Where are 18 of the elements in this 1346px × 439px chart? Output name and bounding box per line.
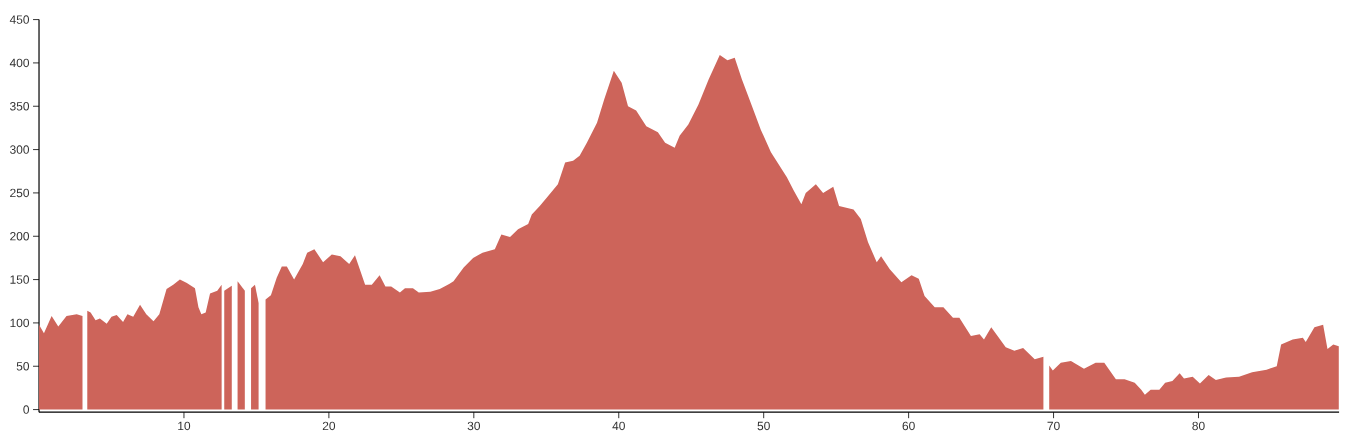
x-tick-label: 10 [178, 421, 191, 431]
y-tick-label: 150 [10, 275, 30, 284]
y-tick-label: 200 [10, 232, 30, 241]
y-tick-label: 0 [23, 405, 30, 414]
x-tick-label: 80 [1192, 421, 1205, 431]
x-tick-label: 40 [612, 421, 625, 431]
y-tick-label: 350 [10, 102, 30, 111]
y-tick-label: 100 [10, 318, 30, 328]
y-tick-label: 300 [10, 145, 30, 154]
x-tick-label: 70 [1047, 421, 1060, 431]
x-tick-label: 60 [902, 421, 915, 431]
y-tick-label: 250 [10, 188, 30, 198]
x-tick-label: 30 [467, 421, 481, 431]
y-tick-label: 450 [9, 15, 30, 24]
y-tick-label: 50 [16, 362, 30, 371]
y-tick-label: 400 [9, 58, 30, 68]
x-tick-label: 50 [757, 421, 770, 431]
x-tick-label: 20 [322, 421, 336, 431]
